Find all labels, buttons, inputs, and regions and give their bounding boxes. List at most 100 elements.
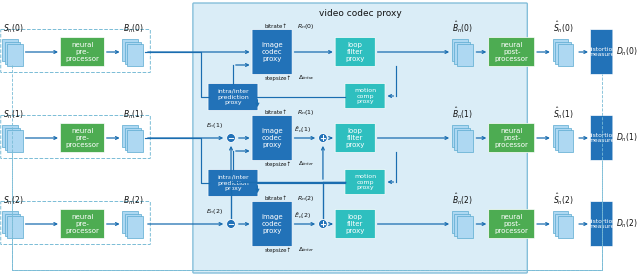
Text: $R_n(1)$: $R_n(1)$ (296, 108, 314, 116)
Bar (127, 130, 143, 152)
FancyBboxPatch shape (489, 123, 534, 153)
Bar (553, 125, 568, 147)
Text: $S_n(2)$: $S_n(2)$ (3, 195, 23, 207)
FancyBboxPatch shape (335, 210, 375, 239)
Bar (557, 216, 573, 238)
FancyBboxPatch shape (252, 29, 292, 75)
Text: distortion
measure: distortion measure (587, 219, 616, 229)
Bar (557, 44, 573, 66)
Text: $B_n(0)$: $B_n(0)$ (123, 23, 144, 35)
FancyBboxPatch shape (208, 170, 258, 197)
FancyBboxPatch shape (60, 38, 104, 66)
Text: video codec proxy: video codec proxy (319, 9, 401, 18)
Bar (7, 216, 23, 238)
Bar (4, 214, 20, 235)
FancyBboxPatch shape (60, 210, 104, 239)
Bar (454, 41, 470, 63)
Circle shape (227, 133, 236, 143)
Text: image
codec
proxy: image codec proxy (261, 214, 283, 234)
Bar (2, 125, 18, 147)
FancyBboxPatch shape (252, 202, 292, 247)
Text: −: − (228, 220, 234, 229)
Text: stepsize↑: stepsize↑ (264, 75, 291, 81)
Bar (7, 130, 23, 152)
Text: $E_n(1)$: $E_n(1)$ (206, 121, 223, 130)
Text: distortion
measure: distortion measure (587, 47, 616, 57)
Bar (555, 41, 571, 63)
Text: neural
post-
processor: neural post- processor (495, 214, 529, 234)
Text: loop
filter
proxy: loop filter proxy (346, 214, 365, 234)
Text: distortion
measure: distortion measure (587, 133, 616, 143)
Text: neural
post-
processor: neural post- processor (495, 128, 529, 148)
Circle shape (319, 220, 327, 229)
Text: $B_n(1)$: $B_n(1)$ (123, 108, 144, 121)
Text: $\hat{S}_n$(1): $\hat{S}_n$(1) (553, 105, 574, 121)
Bar (553, 39, 568, 61)
Bar (7, 44, 23, 66)
Bar (4, 41, 20, 63)
Text: $D_n(2)$: $D_n(2)$ (616, 218, 638, 230)
Text: stepsize↑: stepsize↑ (264, 161, 291, 167)
FancyBboxPatch shape (489, 210, 534, 239)
Bar (127, 216, 143, 238)
Bar (125, 128, 141, 150)
Text: motion
comp
proxy: motion comp proxy (354, 174, 376, 190)
Bar (4, 128, 20, 150)
FancyBboxPatch shape (345, 83, 385, 108)
Text: $\Delta_{inter}$: $\Delta_{inter}$ (298, 160, 316, 168)
Text: $\hat{S}_n$(0): $\hat{S}_n$(0) (553, 19, 574, 35)
Text: loop
filter
proxy: loop filter proxy (346, 42, 365, 62)
Text: $\hat{S}_n$(2): $\hat{S}_n$(2) (553, 191, 574, 207)
Text: $\hat{B}_n$(0): $\hat{B}_n$(0) (452, 19, 474, 35)
Bar (125, 41, 141, 63)
Text: $R_n(0)$: $R_n(0)$ (296, 21, 314, 31)
Bar (127, 44, 143, 66)
Text: $\Delta_{intra}$: $\Delta_{intra}$ (298, 74, 315, 83)
FancyBboxPatch shape (489, 38, 534, 66)
Text: bitrate↑: bitrate↑ (264, 24, 287, 29)
FancyBboxPatch shape (345, 170, 385, 195)
Bar (454, 128, 470, 150)
Bar (457, 44, 472, 66)
Text: neural
pre-
processor: neural pre- processor (65, 214, 99, 234)
Text: motion
comp
proxy: motion comp proxy (354, 88, 376, 104)
FancyBboxPatch shape (590, 202, 613, 247)
Text: neural
pre-
processor: neural pre- processor (65, 128, 99, 148)
FancyBboxPatch shape (590, 29, 613, 75)
Text: stepsize↑: stepsize↑ (264, 247, 291, 253)
Text: $D_n(0)$: $D_n(0)$ (616, 46, 638, 58)
Bar (555, 214, 571, 235)
Bar (454, 214, 470, 235)
Bar (452, 39, 468, 61)
Text: +: + (319, 134, 326, 143)
Text: image
codec
proxy: image codec proxy (261, 42, 283, 62)
FancyBboxPatch shape (208, 83, 258, 110)
Text: −: − (228, 134, 234, 143)
Text: $\hat{B}_n$(1): $\hat{B}_n$(1) (452, 105, 474, 121)
Text: bitrate↑: bitrate↑ (264, 110, 287, 115)
Text: $R_n(2)$: $R_n(2)$ (296, 193, 314, 202)
Text: intra/inter
prediction
proxy: intra/inter prediction proxy (217, 89, 249, 105)
Bar (125, 214, 141, 235)
FancyBboxPatch shape (590, 115, 613, 160)
FancyBboxPatch shape (193, 3, 527, 273)
Text: $\hat{B}_n$(2): $\hat{B}_n$(2) (452, 191, 474, 207)
FancyBboxPatch shape (335, 38, 375, 66)
Text: $E_n(2)$: $E_n(2)$ (206, 207, 223, 216)
Text: +: + (319, 220, 326, 229)
Bar (457, 130, 472, 152)
Text: $B_n(2)$: $B_n(2)$ (123, 195, 144, 207)
Text: bitrate↑: bitrate↑ (264, 195, 287, 200)
FancyBboxPatch shape (252, 115, 292, 160)
Circle shape (227, 220, 236, 229)
Bar (2, 39, 18, 61)
Bar (555, 128, 571, 150)
Text: $\hat{E}_n(1)$: $\hat{E}_n(1)$ (294, 125, 311, 135)
Bar (452, 211, 468, 233)
Text: $\hat{E}_n(2)$: $\hat{E}_n(2)$ (294, 211, 311, 221)
Text: $D_n(1)$: $D_n(1)$ (616, 132, 638, 144)
Text: $\Delta_{inter}$: $\Delta_{inter}$ (298, 245, 316, 254)
Bar (122, 125, 138, 147)
Text: loop
filter
proxy: loop filter proxy (346, 128, 365, 148)
Text: neural
pre-
processor: neural pre- processor (65, 42, 99, 62)
